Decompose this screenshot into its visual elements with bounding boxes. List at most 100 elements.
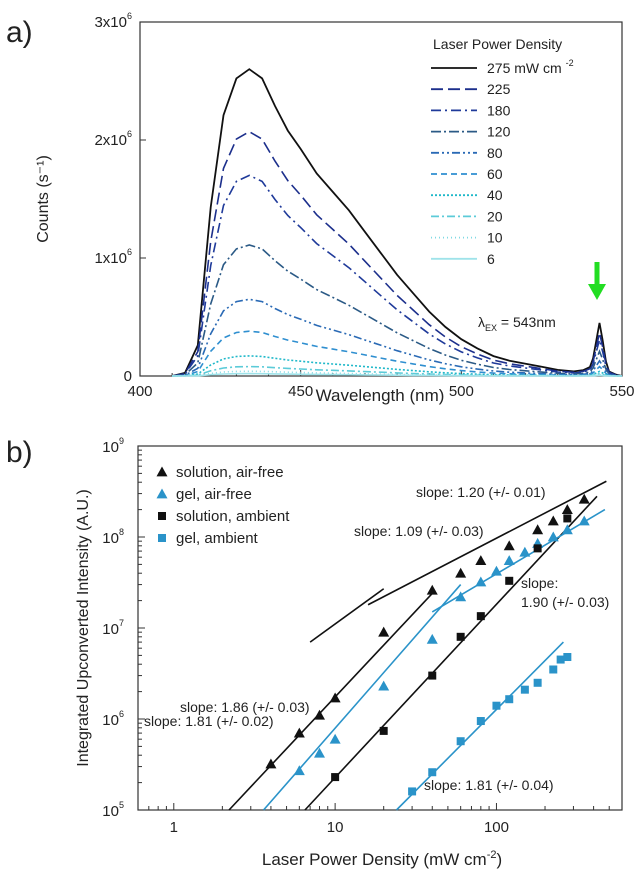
legend-label-2: solution, ambient (176, 508, 290, 525)
legend-label-3: gel, ambient (176, 530, 259, 547)
panel-a-plot-frame (139, 21, 623, 377)
data-point-series-0 (547, 515, 559, 526)
spectrum-curve-80 (172, 298, 623, 377)
lambda-label: λEX = 543nm (478, 314, 556, 333)
fit-line-2 (304, 495, 598, 811)
spectrum-curve-6 (172, 372, 622, 377)
data-point-series-1 (561, 524, 573, 535)
panel-b-legend: solution, air-free gel, air-free solution,… (156, 464, 290, 547)
b-ytick-label: 107 (102, 618, 124, 638)
data-point-series-0 (561, 504, 573, 515)
legend-marker-3 (158, 534, 166, 542)
panel-b-ylabel: Integrated Upconverted Intensity (A.U.) (75, 489, 92, 766)
a-xtick-label: 400 (127, 383, 152, 400)
legend-label-275: 275 mW cm -2 (487, 58, 574, 76)
b-ytick-label: 109 (102, 436, 124, 456)
a-xtick-label: 550 (609, 383, 634, 400)
legend-title: Laser Power Density (433, 36, 562, 52)
spectrum-curve-275 (171, 68, 623, 377)
data-point-series-0 (426, 584, 438, 595)
data-point-series-1 (455, 591, 467, 602)
a-ytick-label: 0 (124, 368, 132, 385)
legend-label-0: solution, air-free (176, 464, 284, 481)
legend-label-40: 40 (487, 187, 503, 203)
panel-a-curves (171, 68, 623, 377)
legend-label-10: 10 (487, 230, 503, 246)
spectrum-curve-120 (172, 244, 623, 377)
data-point-series-0 (503, 540, 515, 551)
data-point-series-1 (329, 733, 341, 744)
legend-label-120: 120 (487, 124, 511, 140)
legend-marker-2 (158, 512, 166, 520)
data-point-series-3 (556, 655, 565, 664)
excitation-arrow (588, 262, 606, 300)
data-point-series-3 (408, 787, 417, 796)
data-point-series-3 (520, 685, 529, 694)
data-point-series-2 (428, 671, 437, 680)
panel-b-xlabel: Laser Power Density (mW cm-2) (262, 849, 502, 869)
data-point-series-3 (563, 653, 572, 662)
data-point-series-1 (426, 633, 438, 644)
data-point-series-3 (505, 695, 514, 704)
b-ytick-label: 108 (102, 527, 124, 547)
fit-line-3 (309, 588, 385, 643)
a-xtick-label: 450 (288, 383, 313, 400)
a-xtick-label: 500 (449, 383, 474, 400)
arrow-head (588, 284, 606, 300)
panel-a-label: a) (6, 16, 33, 49)
legend-marker-0 (156, 466, 168, 477)
legend-label-6: 6 (487, 251, 495, 267)
data-point-series-2 (563, 514, 572, 523)
panel-b-slope-labels: slope: 1.86 (+/- 0.03) slope: 1.20 (+/- 0… (144, 484, 609, 793)
legend-label-60: 60 (487, 166, 503, 182)
data-point-series-1 (578, 515, 590, 526)
legend-label-80: 80 (487, 145, 503, 161)
spectrum-curve-225 (171, 130, 623, 377)
data-point-series-3 (456, 737, 465, 746)
data-point-series-1 (503, 555, 515, 566)
panel-b-label: b) (6, 436, 33, 469)
data-point-series-0 (265, 758, 277, 769)
panel-a: a) 400 450 500 550 0 1x106 2x106 3x106 Laser Po… (6, 11, 635, 405)
slope-label-2: 1.90 (+/- 0.03) (521, 594, 609, 610)
a-ytick-label: 2x106 (94, 129, 132, 149)
data-point-series-1 (378, 680, 390, 691)
data-point-series-2 (476, 612, 485, 621)
legend-label-1: gel, air-free (176, 486, 252, 503)
panel-a-legend: Laser Power Density 275 mW cm -2 225 180 12… (431, 36, 574, 267)
fit-line-1 (367, 480, 607, 606)
data-point-series-2 (456, 632, 465, 641)
data-point-series-1 (313, 747, 325, 758)
a-ytick-label: 3x106 (94, 11, 132, 31)
data-point-series-3 (428, 768, 437, 777)
data-point-series-2 (505, 576, 514, 585)
data-point-series-1 (490, 565, 502, 576)
data-point-series-0 (378, 626, 390, 637)
data-point-series-1 (475, 576, 487, 587)
data-point-series-3 (549, 665, 558, 674)
data-point-series-2 (379, 726, 388, 735)
data-point-series-0 (313, 709, 325, 720)
b-xtick-label: 10 (327, 819, 344, 836)
data-point-series-0 (455, 567, 467, 578)
data-point-series-0 (532, 524, 544, 535)
legend-label-225: 225 (487, 81, 511, 97)
data-point-series-2 (533, 544, 542, 553)
data-point-series-3 (476, 717, 485, 726)
b-ytick-label: 105 (102, 800, 124, 820)
slope-label-2: slope: (521, 575, 558, 591)
panel-a-xlabel: Wavelength (nm) (316, 386, 445, 405)
legend-label-20: 20 (487, 208, 503, 224)
slope-label-5: slope: 1.09 (+/- 0.03) (354, 523, 484, 539)
data-point-series-0 (293, 727, 305, 738)
a-ytick-label: 1x106 (94, 247, 132, 267)
b-xtick-label: 100 (484, 819, 509, 836)
b-xtick-label: 1 (170, 819, 178, 836)
data-point-series-0 (329, 692, 341, 703)
data-point-series-3 (492, 701, 501, 710)
spectrum-curve-40 (172, 355, 623, 377)
slope-label-1: slope: 1.20 (+/- 0.01) (416, 484, 546, 500)
panel-b: b) 1 10 100 105 106 107 108 109 solution, air-f… (6, 436, 623, 869)
data-point-series-1 (519, 546, 531, 557)
